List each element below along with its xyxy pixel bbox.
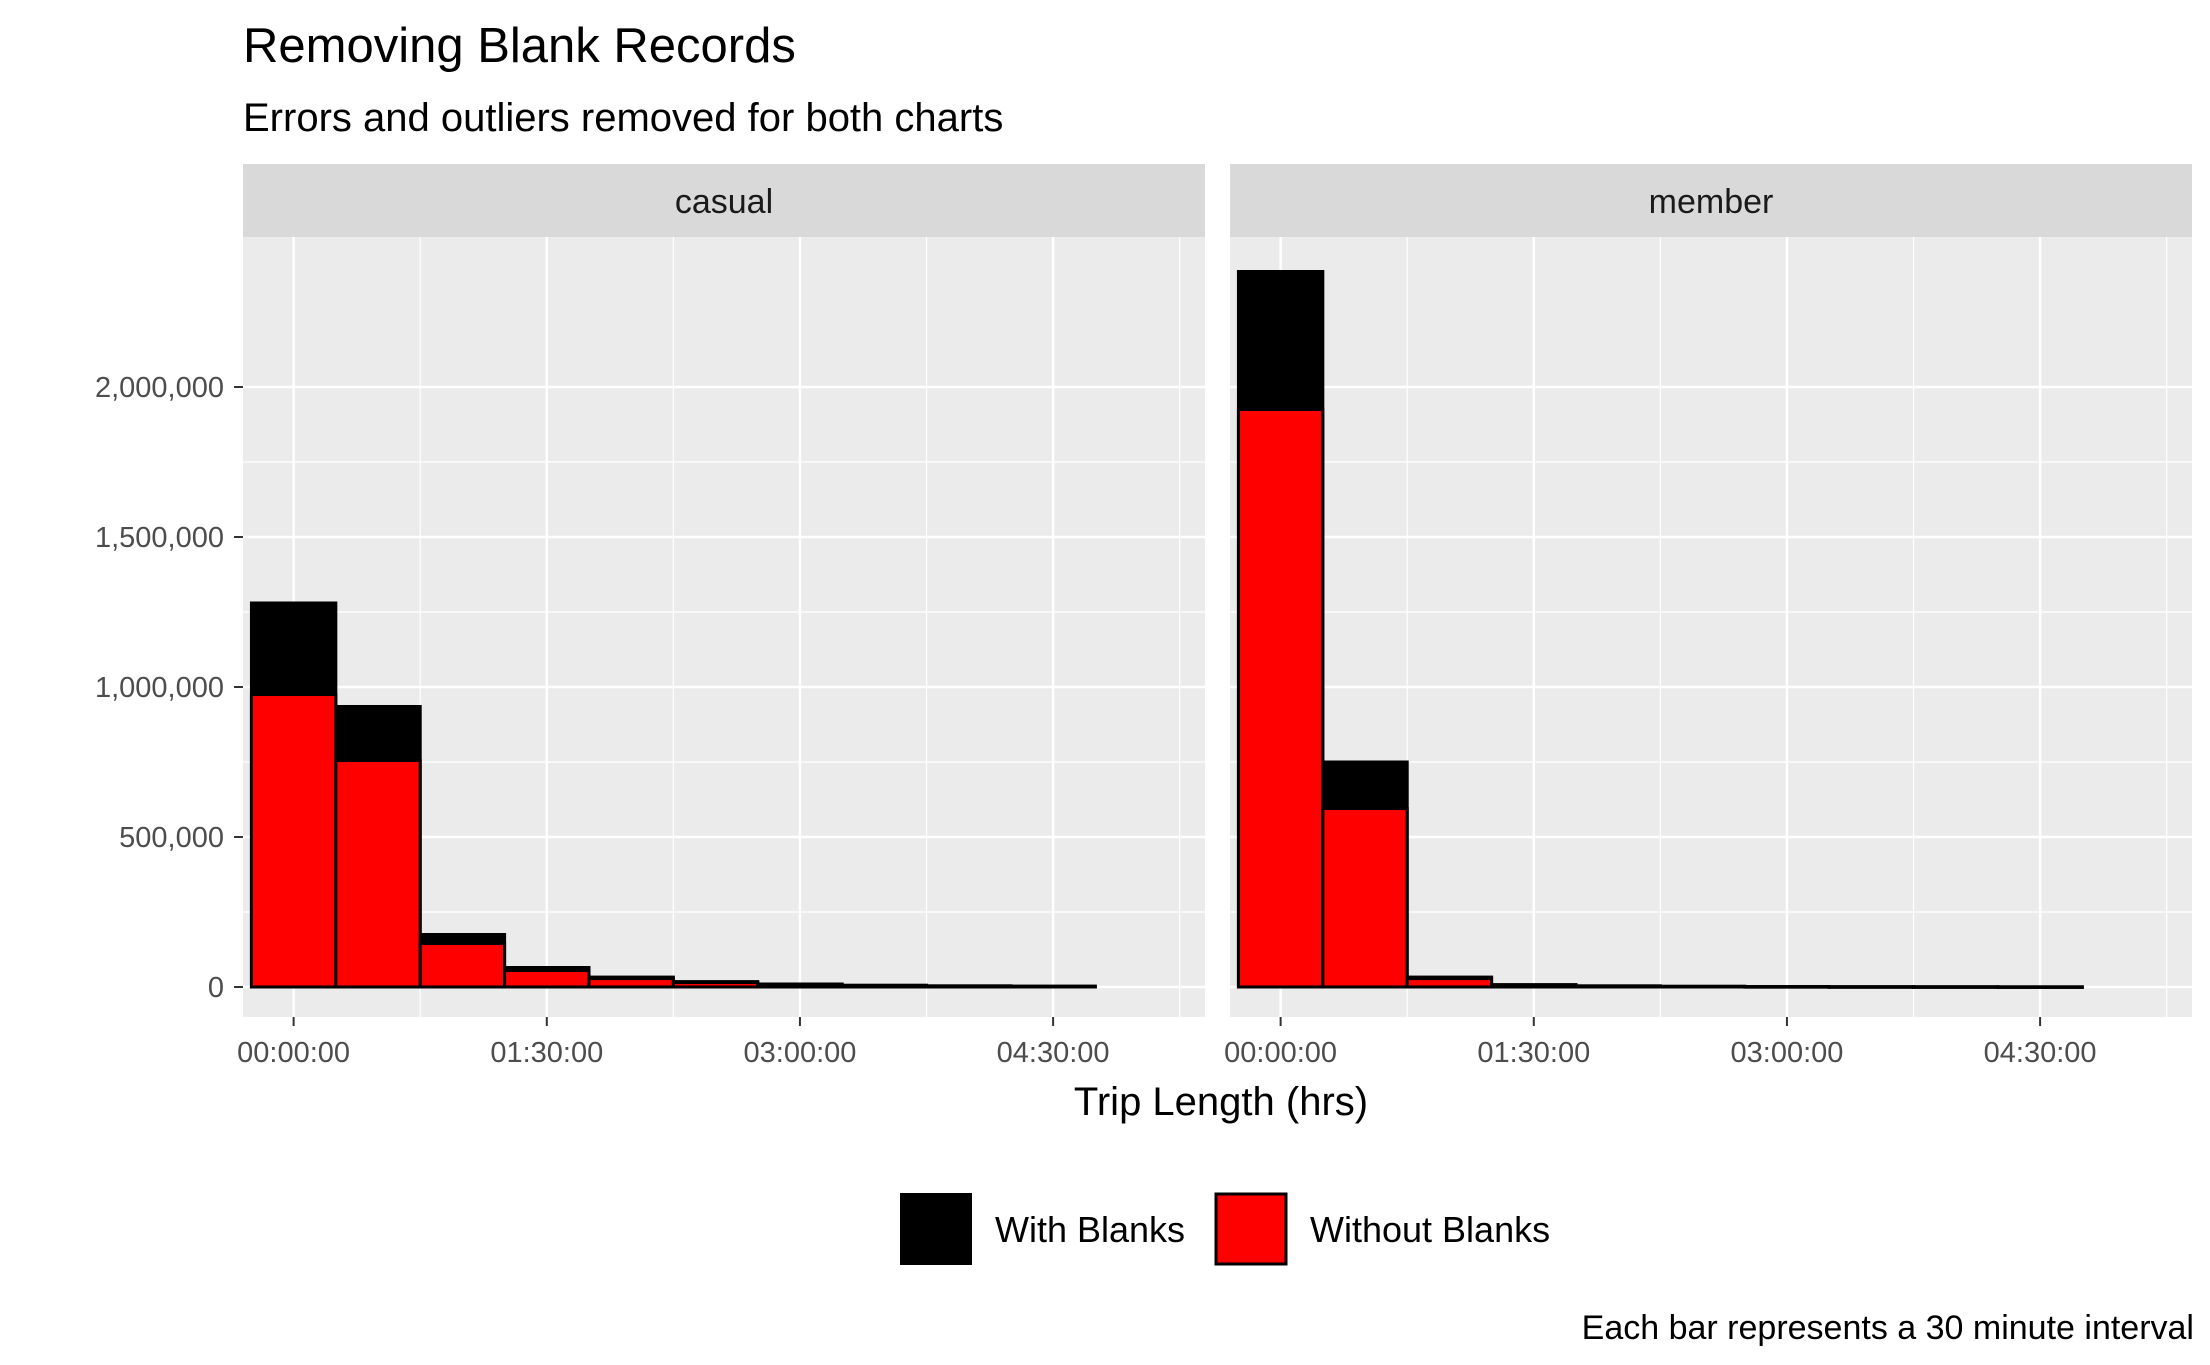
y-tick-label: 500,000 [119, 822, 224, 854]
legend-label-with-blanks: With Blanks [995, 1209, 1185, 1250]
chart-subtitle: Errors and outliers removed for both cha… [243, 96, 1003, 140]
y-tick-label: 1,000,000 [95, 672, 224, 704]
facet-panel-member: member 00:00:00 01:30:00 03:00:00 04:30:00 [1224, 164, 2192, 1069]
bar-without-blanks [1827, 985, 1916, 989]
bar-without-blanks [249, 693, 338, 989]
bar-without-blanks [503, 969, 591, 989]
bar-without-blanks [1009, 984, 1097, 989]
facet-strip [243, 164, 1205, 237]
facet-panel-casual: casual 00:00:00 01:30:00 03:00:00 04:30:00 [237, 164, 1205, 1069]
x-tick-label: 01:30:00 [490, 1037, 603, 1069]
bar-without-blanks [1996, 985, 2084, 989]
legend-key-without-blanks [1214, 1192, 1288, 1266]
x-tick-label: 03:00:00 [744, 1037, 857, 1069]
y-axis: 0 500,000 1,000,000 1,500,000 2,000,000 [95, 372, 243, 1004]
bar-without-blanks [756, 983, 844, 989]
legend-key-with-blanks [900, 1193, 972, 1265]
facet-strip-label: member [1649, 183, 1774, 221]
x-axis-title: Trip Length (hrs) [1074, 1080, 1368, 1124]
y-tick-label: 1,500,000 [95, 522, 224, 554]
bar-without-blanks [1236, 408, 1325, 989]
bar-without-blanks [671, 981, 760, 989]
bar-without-blanks [587, 977, 675, 989]
x-tick-label: 03:00:00 [1731, 1037, 1844, 1069]
bar-without-blanks [1405, 977, 1494, 989]
chart-title: Removing Blank Records [243, 19, 796, 73]
x-tick-label: 04:30:00 [1984, 1037, 2097, 1069]
legend-label-without-blanks: Without Blanks [1310, 1209, 1550, 1250]
bar-without-blanks [1490, 983, 1578, 989]
bar-without-blanks [334, 759, 422, 989]
y-tick-label: 2,000,000 [95, 372, 224, 404]
x-tick-label: 04:30:00 [997, 1037, 1110, 1069]
facet-strip [1230, 164, 2192, 237]
bar-without-blanks [1574, 984, 1662, 989]
chart-caption: Each bar represents a 30 minute interval [1582, 1309, 2194, 1347]
legend: With Blanks Without Blanks [900, 1192, 1550, 1266]
y-tick-label: 0 [208, 972, 224, 1004]
bar-without-blanks [1658, 984, 1747, 989]
bar-without-blanks [418, 942, 507, 989]
x-tick-label: 00:00:00 [1224, 1037, 1337, 1069]
bar-without-blanks [1912, 985, 2000, 989]
bar-without-blanks [1743, 985, 1831, 989]
facet-strip-label: casual [675, 183, 773, 221]
x-tick-label: 01:30:00 [1477, 1037, 1590, 1069]
x-tick-label: 00:00:00 [237, 1037, 350, 1069]
bar-without-blanks [840, 984, 929, 989]
bar-without-blanks [1321, 807, 1409, 989]
bar-without-blanks [925, 984, 1013, 989]
